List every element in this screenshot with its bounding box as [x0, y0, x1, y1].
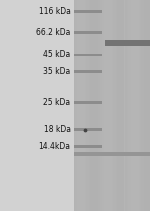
Bar — [105, 0, 107, 211]
Text: 35 kDa: 35 kDa — [43, 67, 70, 76]
Bar — [127, 0, 128, 211]
Text: 14.4kDa: 14.4kDa — [39, 142, 70, 151]
Text: 66.2 kDa: 66.2 kDa — [36, 28, 70, 37]
Text: 116 kDa: 116 kDa — [39, 7, 70, 16]
Bar — [74, 152, 150, 156]
Bar — [142, 0, 144, 211]
Bar — [103, 0, 104, 211]
Point — [84, 128, 86, 131]
Bar — [98, 0, 99, 211]
Bar — [89, 0, 90, 211]
Bar — [74, 31, 102, 34]
Bar — [90, 0, 91, 211]
Bar — [136, 0, 137, 211]
Bar — [77, 0, 79, 211]
Bar — [91, 0, 93, 211]
Bar — [104, 0, 105, 211]
Bar — [74, 145, 102, 148]
Bar — [132, 0, 134, 211]
Bar — [146, 0, 147, 211]
Bar — [108, 0, 109, 211]
Bar — [80, 0, 81, 211]
Bar — [145, 0, 146, 211]
Bar — [84, 0, 85, 211]
Bar — [126, 0, 127, 211]
Bar — [107, 0, 108, 211]
Text: 45 kDa: 45 kDa — [43, 50, 70, 59]
Bar — [88, 0, 89, 211]
Bar — [100, 0, 102, 211]
Bar — [86, 0, 88, 211]
Bar — [118, 0, 119, 211]
Bar — [85, 0, 86, 211]
Bar — [119, 0, 121, 211]
Bar — [122, 0, 123, 211]
Bar — [123, 0, 124, 211]
Bar — [116, 0, 117, 211]
Bar — [79, 0, 80, 211]
Bar — [102, 0, 103, 211]
Bar — [74, 10, 102, 13]
Bar — [131, 0, 132, 211]
Bar — [128, 0, 130, 211]
Bar — [93, 0, 94, 211]
Bar — [74, 70, 102, 73]
Bar — [114, 0, 116, 211]
Bar — [109, 0, 110, 211]
Bar — [112, 0, 113, 211]
Bar — [141, 0, 142, 211]
Bar — [95, 0, 96, 211]
Bar — [111, 0, 112, 211]
Bar — [124, 0, 126, 211]
Bar — [139, 0, 140, 211]
Bar — [96, 0, 98, 211]
Bar — [74, 0, 150, 211]
Bar — [81, 0, 82, 211]
Bar — [99, 0, 100, 211]
Bar — [140, 0, 141, 211]
Bar — [82, 0, 84, 211]
Bar — [121, 0, 122, 211]
Bar — [74, 54, 102, 56]
Text: 18 kDa: 18 kDa — [44, 125, 70, 134]
Bar — [74, 0, 75, 211]
Bar — [147, 0, 149, 211]
Bar — [94, 0, 95, 211]
Bar — [105, 40, 150, 46]
Bar — [75, 0, 76, 211]
Bar — [135, 0, 136, 211]
Bar — [113, 0, 114, 211]
Bar — [117, 0, 118, 211]
Bar — [144, 0, 145, 211]
Bar — [0, 0, 74, 211]
Text: 25 kDa: 25 kDa — [43, 98, 70, 107]
Bar — [137, 0, 139, 211]
Bar — [130, 0, 131, 211]
Bar — [74, 128, 102, 131]
Bar — [134, 0, 135, 211]
Bar — [74, 101, 102, 104]
Bar — [76, 0, 77, 211]
Bar — [149, 0, 150, 211]
